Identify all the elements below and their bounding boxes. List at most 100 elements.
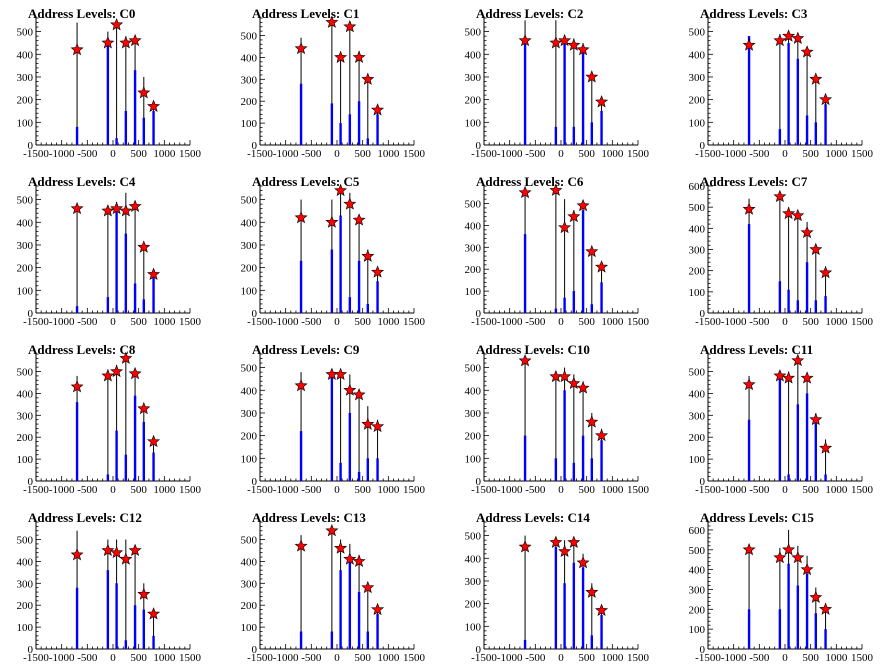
peak-marker <box>800 371 814 384</box>
y-tick-label: 400 <box>465 385 482 397</box>
peak-marker <box>352 387 366 401</box>
blue-bar <box>366 631 369 649</box>
y-tick-label: 200 <box>465 431 482 443</box>
y-tick-label: 0 <box>252 308 258 320</box>
y-tick-label: 200 <box>241 600 258 612</box>
x-tick-label: -1000 <box>49 484 75 496</box>
peak-marker <box>294 41 308 55</box>
x-tick-label: 1500 <box>403 316 426 328</box>
blue-bar <box>600 440 603 481</box>
blue-bar <box>75 587 79 649</box>
blue-bar <box>357 471 361 481</box>
chart-plot: -1500 -1000 -500 0 500 1000 1500 0 100 200 300 400 5… <box>689 181 874 328</box>
y-tick-label: 600 <box>689 181 706 193</box>
peak-marker <box>819 441 833 454</box>
blue-bar <box>124 454 128 481</box>
x-tick-label: -1000 <box>721 652 747 664</box>
y-tick-label: 400 <box>241 217 258 229</box>
x-tick-label: 1500 <box>179 316 202 328</box>
y-tick-label: 0 <box>700 644 706 656</box>
peak-marker <box>819 92 833 106</box>
blue-bar <box>805 115 809 145</box>
y-tick-label: 400 <box>465 220 482 232</box>
peak-marker <box>119 351 133 364</box>
peak-marker <box>119 36 133 49</box>
x-tick-label: 0 <box>110 652 116 664</box>
y-tick-label: 500 <box>17 367 34 379</box>
y-tick-label: 100 <box>241 118 258 130</box>
peak-marker <box>147 267 161 280</box>
peak-marker <box>110 201 124 215</box>
y-tick-label: 0 <box>700 476 706 488</box>
blue-bar <box>366 138 369 145</box>
blue-bar <box>330 249 334 313</box>
y-tick-label: 400 <box>465 553 482 565</box>
peak-marker <box>558 369 572 383</box>
blue-bar <box>572 462 576 481</box>
x-tick-label: 1000 <box>377 316 400 328</box>
peak-marker <box>110 364 124 378</box>
peak-marker <box>773 550 787 564</box>
x-tick-label: 1000 <box>377 652 400 664</box>
x-tick-label: 1000 <box>601 316 624 328</box>
peak-marker <box>782 206 796 220</box>
peak-marker <box>585 70 599 83</box>
blue-bar <box>115 430 118 481</box>
x-tick-label: 1000 <box>377 484 400 496</box>
blue-bar <box>142 421 145 481</box>
blue-bar <box>590 458 593 481</box>
blue-bar <box>554 458 558 481</box>
x-tick-label: -1000 <box>273 148 299 160</box>
chart-title: Address Levels: C10 <box>476 342 590 357</box>
blue-bar <box>339 215 342 313</box>
peak-marker <box>128 366 142 380</box>
y-tick-label: 500 <box>241 31 258 43</box>
peak-marker <box>352 554 366 567</box>
y-tick-label: 100 <box>17 117 34 129</box>
x-tick-label: -500 <box>749 484 770 496</box>
y-tick-label: 300 <box>17 72 34 84</box>
y-tick-label: 500 <box>689 367 706 379</box>
blue-bar <box>339 462 342 481</box>
blue-bar <box>115 204 118 313</box>
chart-panel: Address Levels: C12 -1500 -1000 -500 0 500 100… <box>0 504 224 672</box>
y-tick-label: 200 <box>689 432 706 444</box>
blue-bar <box>581 47 585 145</box>
blue-bar <box>805 393 809 481</box>
chart-panel: Address Levels: C14 -1500 -1000 -500 0 500 100… <box>448 504 672 672</box>
x-tick-label: 1000 <box>601 148 624 160</box>
blue-bar <box>106 570 110 649</box>
blue-bar <box>133 283 137 313</box>
peak-marker <box>325 523 339 537</box>
x-tick-label: -500 <box>301 652 322 664</box>
y-tick-label: 300 <box>241 74 258 86</box>
y-tick-label: 500 <box>689 202 706 214</box>
chart-title: Address Levels: C14 <box>476 510 590 525</box>
x-tick-label: -500 <box>525 484 546 496</box>
chart-title: Address Levels: C2 <box>476 6 584 21</box>
x-tick-label: 1500 <box>627 316 650 328</box>
peak-marker <box>294 379 308 392</box>
y-tick-label: 300 <box>241 408 258 420</box>
blue-bar <box>75 402 79 481</box>
y-tick-label: 500 <box>465 531 482 543</box>
x-tick-label: 0 <box>782 652 788 664</box>
blue-bar <box>563 297 566 313</box>
chart-panel: Address Levels: C2 -1500 -1000 -500 0 500 1000… <box>448 0 672 168</box>
x-tick-label: 1000 <box>153 652 176 664</box>
peak-marker <box>782 542 796 556</box>
x-tick-label: 1000 <box>377 148 400 160</box>
peak-marker <box>595 603 609 616</box>
y-tick-label: 400 <box>17 388 34 400</box>
blue-bar <box>805 262 809 313</box>
chart-panel: Address Levels: C8 -1500 -1000 -500 0 500 1000… <box>0 336 224 504</box>
x-tick-label: -1500 <box>471 148 497 160</box>
blue-bar <box>824 629 827 649</box>
blue-bar <box>330 376 334 481</box>
y-tick-label: 300 <box>241 578 258 590</box>
x-tick-label: -1000 <box>721 316 747 328</box>
y-tick-label: 400 <box>17 49 34 61</box>
x-tick-label: -500 <box>301 316 322 328</box>
blue-bar <box>796 404 800 481</box>
x-tick-label: 500 <box>802 148 819 160</box>
